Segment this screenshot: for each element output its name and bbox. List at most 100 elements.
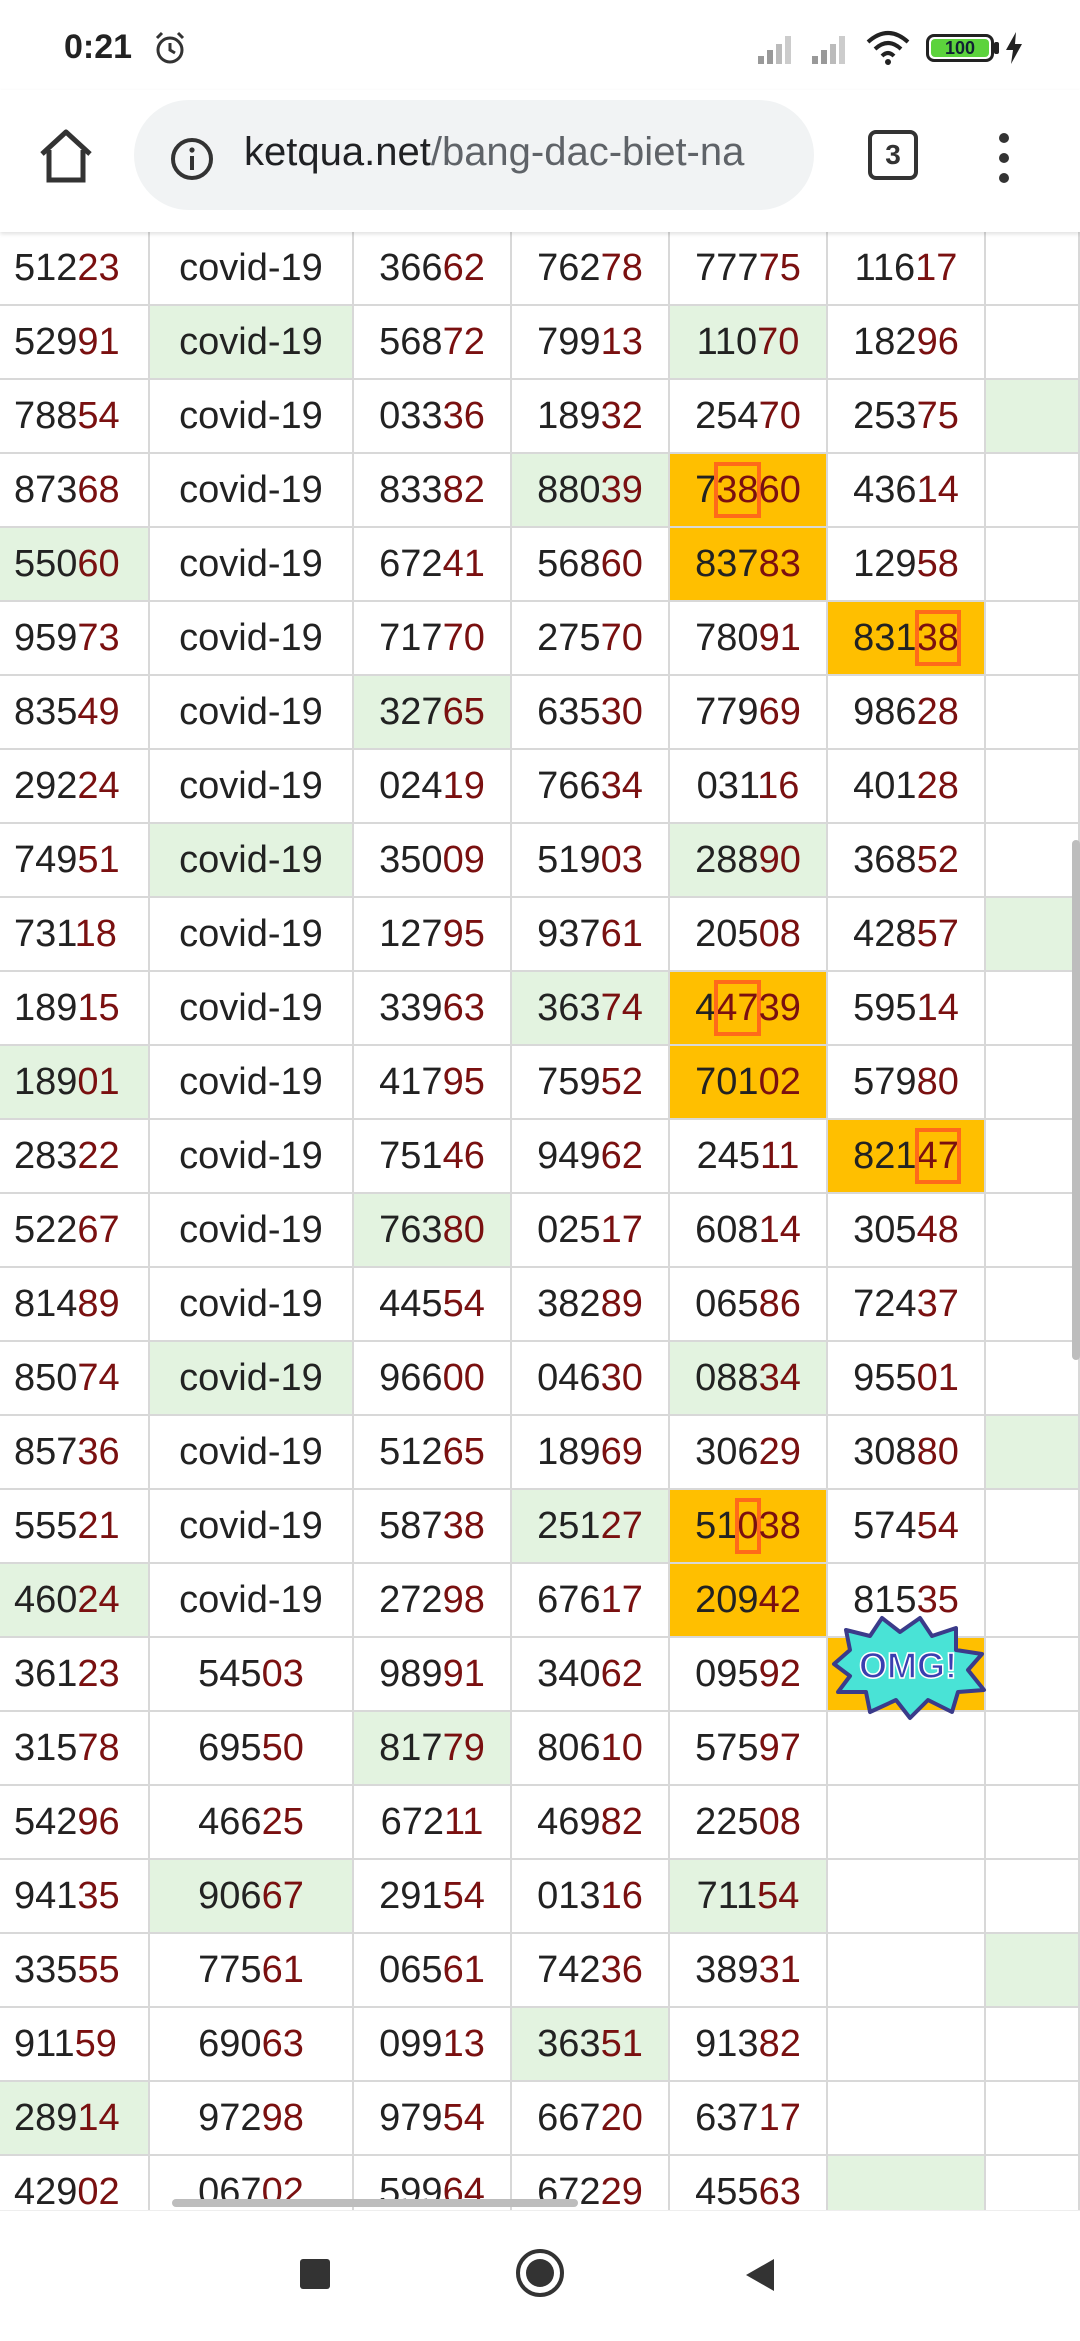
cell-tail: 38 [442,1505,485,1547]
table-row: 73118 covid-19 12795 93761 20508 42857 [0,898,1080,972]
cell-tail: 90 [758,839,801,881]
cell-head: 542 [14,1801,78,1843]
table-cell [986,676,1080,750]
url-text[interactable]: ketqua.net/bang-dac-biet-na [244,130,804,175]
cell-head: 428 [853,913,917,955]
back-icon[interactable] [740,2255,780,2295]
cell-head: 711 [696,1875,758,1917]
cell-head: 189 [537,395,601,437]
cell-tail: 61 [442,1949,485,1991]
cell-tail: 54 [442,1283,485,1325]
info-icon[interactable] [170,137,214,181]
home-icon[interactable] [34,124,98,188]
cell-tail: 17 [915,247,958,289]
table-row: 18915 covid-19 33963 36374 44739 59514 [0,972,1080,1046]
url-domain: ketqua.net [244,130,431,174]
table-cell: 29224 [0,750,150,824]
table-cell: covid-19 [150,380,354,454]
table-cell: 75952 [512,1046,670,1120]
cell-tail: 13 [600,321,643,363]
cell-head: 289 [14,2097,78,2139]
table-cell [986,1120,1080,1194]
cell-tail: 60 [77,543,120,585]
cell-tail: 18 [74,913,117,955]
cell-head: 835 [14,691,78,733]
table-cell [828,1786,986,1860]
cell-tail: 51 [77,839,120,881]
cell-head: 637 [695,2097,759,2139]
table-row: 28322 covid-19 75146 94962 24511 82147 [0,1120,1080,1194]
cell-head: covid-19 [179,469,323,511]
table-cell: 67241 [354,528,512,602]
table-cell [986,2082,1080,2156]
cell-head: 788 [14,395,78,437]
cell-head: 519 [537,839,601,881]
cell-head: 305 [853,1209,917,1251]
cell-prefix: 4 [695,987,717,1029]
table-cell: 38289 [512,1268,670,1342]
cell-head: 024 [379,765,443,807]
cell-tail: 54 [916,1505,959,1547]
recents-icon[interactable] [300,2259,330,2289]
cell-head: 291 [379,1875,443,1917]
cell-tail: 89 [77,1283,120,1325]
table-cell: 35009 [354,824,512,898]
table-cell: 83138 [828,602,986,676]
cell-suffix: 60 [758,469,801,511]
table-cell: 36852 [828,824,986,898]
table-cell: 36351 [512,2008,670,2082]
cell-tail: 54 [442,2097,485,2139]
table-cell [828,2082,986,2156]
highlighted-digits: 0 [735,1498,761,1554]
table-cell: 03336 [354,380,512,454]
vertical-scrollbar[interactable] [1072,840,1080,1360]
cell-tail: 74 [600,987,643,1029]
cell-tail: 35 [916,1579,959,1621]
table-cell [828,1934,986,2008]
table-cell: 71770 [354,602,512,676]
more-menu-icon[interactable] [990,130,1018,186]
highlighted-digits: 38 [914,610,961,666]
cell-head: 913 [695,2023,759,2065]
cell-tail: 29 [600,2171,643,2210]
horizontal-scrollbar[interactable] [172,2199,578,2207]
table-cell: 58738 [354,1490,512,1564]
cell-head: covid-19 [179,1579,323,1621]
tab-switcher-button[interactable]: 3 [868,130,918,180]
url-bar[interactable]: ketqua.net/bang-dac-biet-na [134,100,814,210]
table-cell: 30629 [670,1416,828,1490]
cell-head: 575 [695,1727,759,1769]
table-row: 85074 covid-19 96600 04630 08834 95501 [0,1342,1080,1416]
table-row: 55060 covid-19 67241 56860 83783 12958 [0,528,1080,602]
cell-tail: 91 [77,321,120,363]
table-cell: 51223 [0,232,150,306]
cell-tail: 49 [77,691,120,733]
cell-tail: 74 [77,1357,120,1399]
table-cell [828,1860,986,1934]
cell-head: 095 [695,1653,759,1695]
table-cell: 63717 [670,2082,828,2156]
cell-head: 389 [695,1949,759,1991]
table-cell: 41795 [354,1046,512,1120]
table-cell: 45563 [670,2156,828,2210]
table-cell: 85736 [0,1416,150,1490]
cell-head: 339 [379,987,443,1029]
cell-head: 327 [379,691,443,733]
table-cell: 12958 [828,528,986,602]
cell-head: 306 [695,1431,759,1473]
cell-head: 568 [537,543,601,585]
cell-tail: 14 [916,987,959,1029]
table-cell: 63530 [512,676,670,750]
cell-head: 949 [537,1135,601,1177]
status-time: 0:21 [64,28,133,66]
table-cell: 83382 [354,454,512,528]
cell-head: 814 [14,1283,78,1325]
table-cell: 40128 [828,750,986,824]
browser-toolbar: ketqua.net/bang-dac-biet-na 3 [0,90,1080,232]
cell-tail: 09 [442,839,485,881]
nav-home-icon[interactable] [514,2247,566,2299]
table-row: 29224 covid-19 02419 76634 03116 40128 [0,750,1080,824]
cell-tail: 97 [758,1727,801,1769]
cell-head: 780 [695,617,759,659]
cell-head: 817 [379,1727,443,1769]
